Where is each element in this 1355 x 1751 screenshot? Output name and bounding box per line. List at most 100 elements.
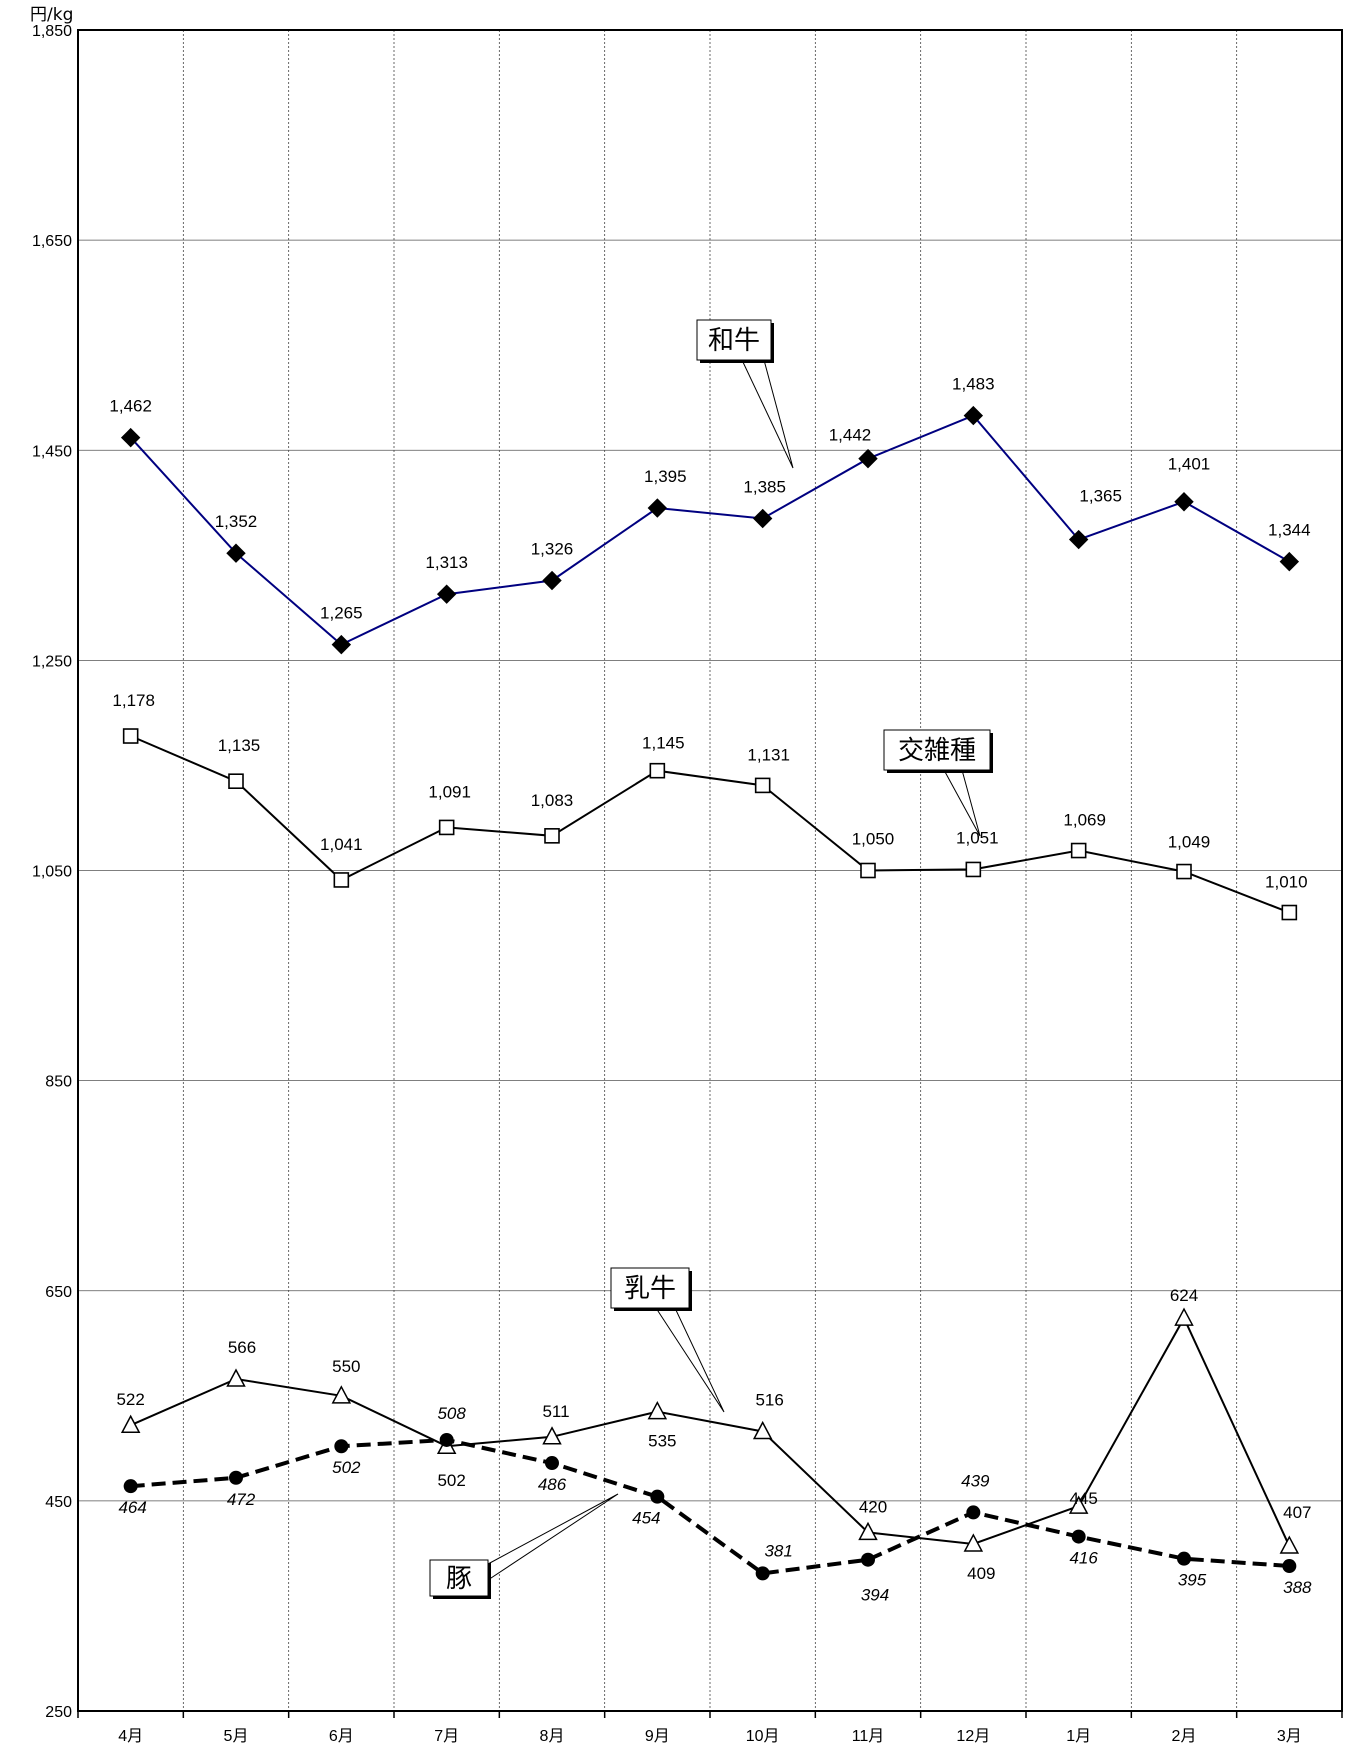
data-label: 1,265 [320,604,363,623]
data-point-marker [861,1552,875,1567]
data-label: 420 [859,1497,887,1516]
data-point-marker [229,1470,243,1485]
data-label: 502 [437,1471,465,1490]
data-point-marker [1282,1559,1297,1574]
data-label: 1,442 [829,426,872,445]
data-point-marker [123,1479,138,1494]
data-label: 1,135 [218,736,261,755]
data-label: 566 [228,1338,256,1357]
data-point-marker [334,1439,349,1454]
data-label: 445 [1069,1489,1097,1508]
data-label: 1,010 [1265,873,1308,892]
y-tick-label: 1,850 [32,23,72,40]
data-point-marker [122,728,139,744]
data-label: 1,051 [956,828,999,847]
data-point-marker [1279,1535,1300,1554]
data-label: 1,385 [743,478,786,497]
plot-area [77,29,1343,1718]
data-point-marker [438,819,455,836]
x-tick-label: 4月 [118,1728,143,1745]
data-label: 516 [755,1391,783,1410]
data-point-marker [1068,529,1089,550]
x-tick-label: 8月 [540,1728,565,1745]
y-tick-label: 850 [45,1074,72,1091]
series-lines [129,414,1291,1576]
data-label: 502 [332,1458,361,1477]
data-point-marker [1279,551,1300,572]
y-axis-unit-label: 円/kg [30,5,73,25]
data-point-marker [754,777,771,794]
series-line [130,735,1290,914]
data-label: 1,050 [852,830,895,849]
data-label: 1,145 [642,734,685,753]
data-label: 508 [437,1404,466,1423]
x-axis-tick-labels: 4月 5月 6月 7月 8月 9月 10月 11月 12月 1月 2月 3月 [118,1728,1302,1745]
data-label: 407 [1283,1503,1311,1522]
y-tick-label: 1,650 [32,233,72,250]
data-label: 472 [227,1490,256,1509]
y-tick-label: 1,250 [32,653,72,670]
data-label: 1,091 [428,782,471,801]
data-label: 1,083 [531,791,574,810]
x-tick-label: 6月 [329,1728,354,1745]
data-label: 388 [1283,1578,1312,1597]
data-label: 454 [632,1509,660,1528]
data-point-marker [542,570,562,591]
data-point-marker [120,1414,141,1433]
data-point-marker [650,1489,665,1504]
data-label: 1,049 [1168,833,1211,852]
data-point-marker [647,1400,668,1420]
data-label: 550 [332,1357,360,1376]
data-label: 394 [861,1586,889,1605]
data-point-marker [226,543,246,563]
data-point-marker [752,1420,773,1440]
data-point-marker [544,828,560,844]
x-tick-label: 11月 [852,1728,885,1745]
data-point-marker [120,427,141,448]
data-label: 1,395 [644,467,687,486]
data-point-marker [1177,1551,1191,1566]
data-point-marker [647,498,668,518]
data-label: 535 [648,1432,676,1451]
data-point-marker [963,1533,984,1552]
series-name-label: 乳牛 [624,1274,676,1304]
data-point-marker [858,448,878,469]
callout-box [883,729,991,771]
y-tick-label: 1,050 [32,864,72,881]
series-markers [120,405,1300,1581]
data-label: 1,069 [1063,811,1106,830]
data-label: 1,326 [531,540,574,559]
data-point-marker [755,1566,770,1581]
data-label: 1,401 [1168,455,1211,474]
data-label: 486 [538,1475,567,1494]
x-tick-label: 12月 [956,1728,990,1745]
x-tick-label: 5月 [224,1728,249,1745]
data-label: 624 [1170,1286,1198,1305]
data-point-marker [436,584,457,604]
data-point-marker [439,1432,454,1447]
x-tick-label: 9月 [645,1728,670,1745]
y-tick-label: 650 [45,1284,72,1301]
data-point-marker [1068,1495,1089,1514]
data-label: 416 [1069,1549,1098,1568]
data-point-marker [542,1426,562,1445]
y-tick-label: 450 [45,1494,72,1511]
data-point-marker [1174,1307,1194,1326]
data-label: 511 [542,1402,569,1421]
data-point-marker [333,872,350,888]
data-point-marker [860,862,876,879]
data-point-marker [226,1368,246,1387]
data-point-marker [1070,842,1087,859]
data-point-marker [545,1456,559,1471]
data-label: 464 [118,1498,146,1517]
data-label: 395 [1178,1571,1207,1590]
y-tick-label: 250 [45,1704,72,1721]
data-point-marker [752,508,773,529]
gridlines [78,29,1342,1712]
data-label: 409 [967,1564,995,1583]
data-point-marker [858,1521,878,1541]
data-labels: 1,462 1,352 1,265 1,313 1,326 1,395 1,385 1,442… [109,375,1312,1605]
data-label: 1,365 [1079,487,1122,506]
